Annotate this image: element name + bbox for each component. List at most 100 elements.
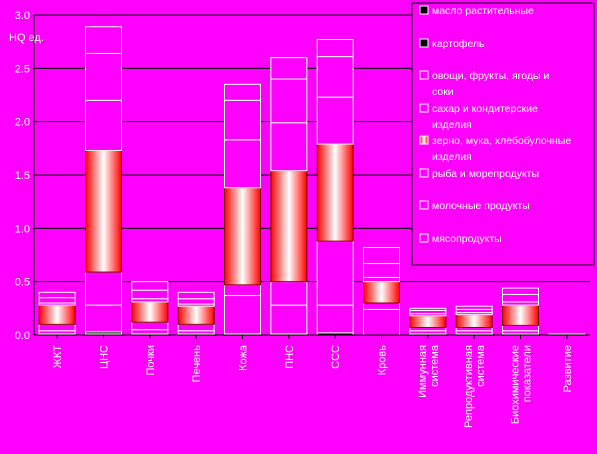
x-category-label: ССС bbox=[330, 345, 342, 369]
x-category-label: Кожа bbox=[238, 344, 250, 371]
bar-segment bbox=[224, 99, 261, 141]
bar-segment bbox=[131, 329, 169, 335]
legend-swatch bbox=[419, 70, 429, 80]
x-category-label: Почки bbox=[145, 345, 157, 375]
bar-segment bbox=[177, 291, 215, 300]
legend-swatch bbox=[419, 103, 429, 113]
bar-segment bbox=[224, 187, 261, 286]
legend-label-line: молочные продукты bbox=[432, 200, 530, 212]
bar-segment bbox=[270, 281, 308, 306]
y-tick-label: 1.5 bbox=[15, 170, 30, 182]
bar-segment bbox=[270, 78, 308, 124]
legend-swatch bbox=[419, 135, 429, 145]
bar-segment bbox=[363, 247, 400, 265]
legend-label: молочные продукты bbox=[432, 200, 530, 212]
legend-label: рыба и морепродукты bbox=[432, 168, 539, 180]
bar-segment bbox=[270, 122, 308, 172]
bar-segment bbox=[502, 304, 539, 326]
bar-segment bbox=[177, 298, 215, 305]
bar-segment bbox=[316, 39, 354, 58]
bar-segment bbox=[502, 293, 539, 303]
bar-segment bbox=[85, 149, 122, 273]
legend-label-line: сахар и кондитерские bbox=[432, 103, 538, 115]
bar-segment bbox=[177, 305, 215, 325]
bars bbox=[38, 26, 586, 336]
bar-segment bbox=[224, 139, 261, 189]
bar-segment bbox=[131, 281, 169, 291]
legend-swatch bbox=[419, 38, 429, 48]
bar-segment bbox=[224, 284, 261, 297]
legend-label-line: мясопродукты bbox=[432, 233, 502, 245]
bar-segment bbox=[316, 56, 354, 98]
y-tick-label: 2.5 bbox=[15, 63, 30, 75]
bar-segment bbox=[38, 323, 76, 332]
bar-segment bbox=[85, 304, 122, 333]
bar-segment bbox=[224, 83, 261, 101]
legend-swatch bbox=[419, 168, 429, 178]
legend-label-line: картофель bbox=[432, 38, 485, 50]
bar-segment bbox=[85, 26, 122, 54]
legend: масло растительные картофель овощи, фрукты… bbox=[411, 2, 595, 266]
legend-swatch bbox=[419, 200, 429, 210]
bar-segment bbox=[455, 305, 493, 310]
bar-segment bbox=[131, 301, 169, 323]
x-category-label: Репродуктивнаясистема bbox=[463, 344, 487, 428]
x-category-label-line: Репродуктивная bbox=[463, 345, 475, 428]
x-category-label-line: показатели bbox=[522, 345, 534, 402]
bar-segment bbox=[38, 304, 76, 325]
bar-segment bbox=[363, 302, 400, 310]
x-category-label: ЖКТ bbox=[52, 345, 64, 369]
x-category-label: Развитие bbox=[562, 345, 574, 392]
bar-segment bbox=[131, 289, 169, 300]
x-category-label-line: система bbox=[429, 344, 441, 387]
bar-segment bbox=[502, 287, 539, 295]
legend-label-line: изделия bbox=[432, 151, 472, 163]
x-category-label-line: Иммунная bbox=[417, 345, 429, 398]
bar-segment bbox=[224, 295, 261, 335]
legend-label-line: зерно, мука, хлебобулочные bbox=[432, 135, 571, 147]
bar-segment bbox=[85, 99, 122, 151]
bar-segment bbox=[363, 263, 400, 278]
legend-box bbox=[411, 2, 595, 266]
axes: 0.0 0.5 1.0 1.5 2.0 2.5 3.0 ЖКТ ЦНС Почки Печень Ко… bbox=[15, 10, 590, 428]
bar-segment bbox=[270, 170, 308, 283]
bar-segment bbox=[270, 57, 308, 80]
bar-segment bbox=[455, 314, 493, 329]
bar-segment bbox=[409, 307, 447, 311]
y-axis-label: НQ ед. bbox=[9, 32, 44, 44]
legend-label-line: рыба и морепродукты bbox=[432, 168, 539, 180]
bar-segment bbox=[131, 321, 169, 331]
x-category-label: ПНС bbox=[284, 345, 296, 369]
bar-segment bbox=[316, 96, 354, 145]
y-tick-label: 0.0 bbox=[15, 330, 30, 342]
legend-label: масло растительные bbox=[432, 5, 534, 17]
bar-segment bbox=[316, 240, 354, 306]
legend-swatch bbox=[419, 233, 429, 243]
x-category-label: Печень bbox=[191, 345, 203, 383]
legend-label: картофель bbox=[432, 38, 485, 50]
y-tick-label: 1.0 bbox=[15, 223, 30, 235]
y-tick-label: 0.5 bbox=[15, 277, 30, 289]
y-tick-label: 2.0 bbox=[15, 117, 30, 129]
bar-segment bbox=[85, 271, 122, 306]
legend-label: зерно, мука, хлебобулочные изделия bbox=[432, 135, 571, 163]
bar-segment bbox=[363, 276, 400, 283]
legend-label-line: соки bbox=[432, 86, 454, 98]
legend-label: мясопродукты bbox=[432, 233, 502, 245]
bar-segment bbox=[177, 323, 215, 332]
bar-segment bbox=[270, 304, 308, 335]
bar-segment bbox=[316, 143, 354, 242]
x-category-label: Иммуннаясистема bbox=[417, 344, 441, 398]
x-category-label: Биохимическиепоказатели bbox=[510, 345, 534, 424]
y-tick-label: 3.0 bbox=[15, 10, 30, 22]
legend-label: овощи, фрукты, ягоды и соки bbox=[432, 70, 549, 98]
bar-segment bbox=[316, 304, 354, 334]
legend-label-line: овощи, фрукты, ягоды и bbox=[432, 70, 549, 82]
bar-segment bbox=[502, 324, 539, 332]
bar-segment bbox=[38, 291, 76, 299]
x-category-label-line: система bbox=[475, 344, 487, 387]
legend-swatch bbox=[419, 5, 429, 15]
bar-segment bbox=[409, 315, 447, 329]
